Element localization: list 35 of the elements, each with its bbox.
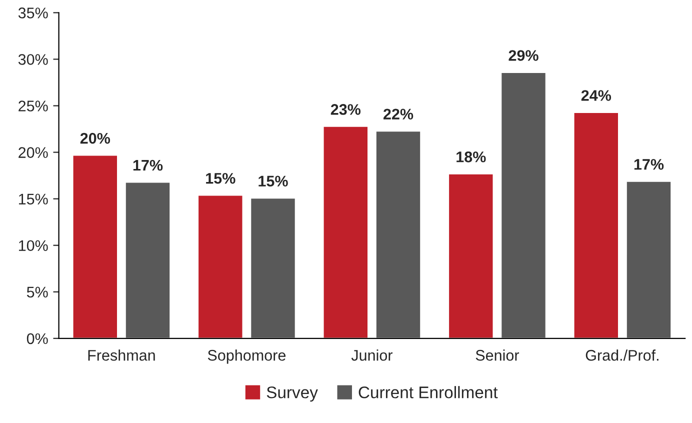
x-tick-label: Grad./Prof. bbox=[586, 350, 658, 361]
bar bbox=[375, 130, 422, 338]
data-label: 15% bbox=[258, 176, 288, 187]
legend-label: Current Enrollment bbox=[358, 386, 498, 398]
y-tick-label: 25% bbox=[18, 100, 48, 112]
data-label: 29% bbox=[508, 50, 538, 61]
bar bbox=[448, 172, 494, 338]
bar bbox=[500, 72, 547, 338]
y-tick-label: 15% bbox=[18, 194, 48, 204]
bar bbox=[197, 194, 244, 338]
y-tick-label: 30% bbox=[18, 54, 48, 65]
y-tick-label: 5% bbox=[26, 286, 48, 298]
x-tick-label: Senior bbox=[476, 350, 520, 361]
x-tick-label: Junior bbox=[351, 350, 393, 361]
data-label: 24% bbox=[581, 90, 612, 101]
data-label: 18% bbox=[456, 152, 486, 162]
y-tick-label: 10% bbox=[18, 240, 48, 252]
bar bbox=[124, 181, 171, 338]
bar bbox=[572, 112, 620, 338]
data-label: 20% bbox=[80, 132, 110, 144]
y-tick-label: 20% bbox=[18, 147, 48, 158]
y-tick-label: 35% bbox=[18, 8, 48, 18]
bar bbox=[626, 180, 672, 338]
bar bbox=[322, 126, 369, 338]
legend-label: Survey bbox=[266, 386, 318, 402]
bar bbox=[72, 154, 118, 338]
data-label: 17% bbox=[133, 160, 163, 171]
data-label: 15% bbox=[206, 172, 236, 184]
bar bbox=[250, 197, 296, 338]
data-label: 23% bbox=[330, 104, 361, 115]
data-label: 22% bbox=[383, 108, 414, 120]
data-label: 17% bbox=[634, 158, 664, 170]
y-tick-label: 0% bbox=[26, 333, 48, 344]
x-tick-label: Sophomore bbox=[208, 350, 286, 364]
x-tick-label: Freshman bbox=[88, 350, 155, 361]
